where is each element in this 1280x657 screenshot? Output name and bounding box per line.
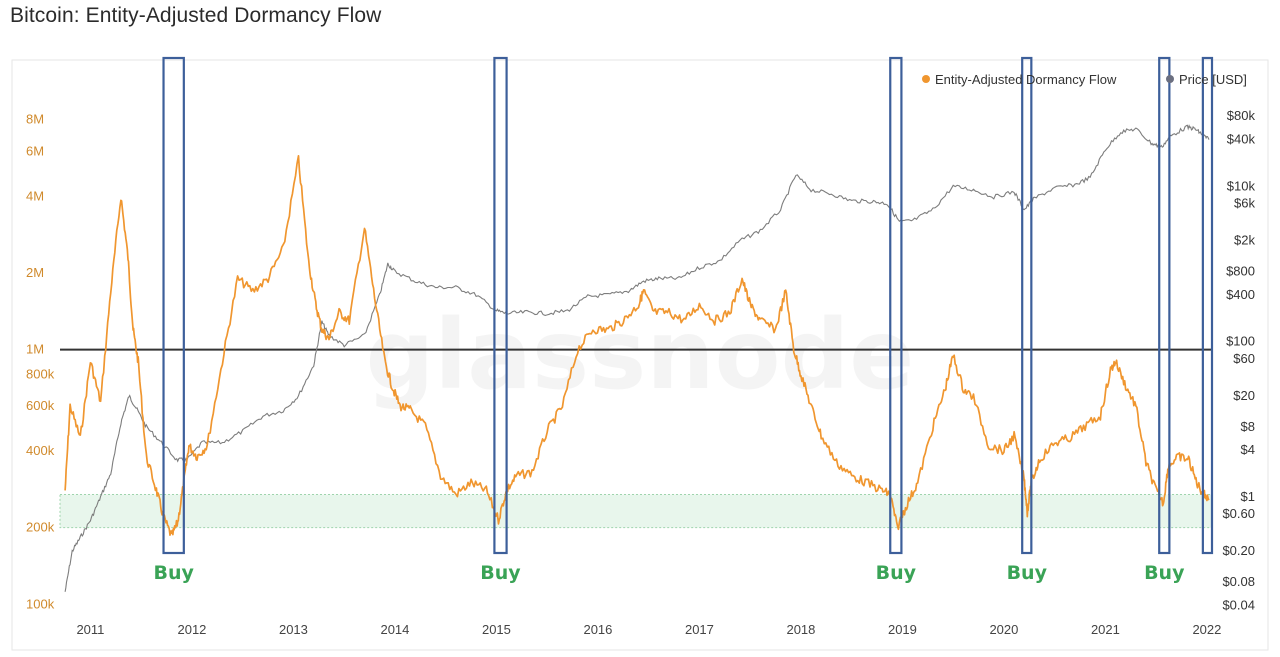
- x-tick-label: 2012: [177, 622, 206, 637]
- page-title: Bitcoin: Entity-Adjusted Dormancy Flow: [10, 4, 382, 27]
- right-tick-label: $6k: [1234, 196, 1255, 211]
- left-tick-label: 600k: [26, 398, 55, 413]
- x-axis: 2011 2012 2013 2014 2015 2016 2017 2018 2019 2020…: [76, 622, 1221, 637]
- legend-marker: [1166, 75, 1174, 83]
- left-tick-label: 2M: [26, 265, 44, 280]
- right-tick-label: $20: [1233, 388, 1255, 403]
- x-tick-label: 2022: [1192, 622, 1221, 637]
- x-tick-label: 2014: [380, 622, 409, 637]
- buy-window-box: [493, 56, 508, 555]
- right-tick-label: $0.04: [1222, 597, 1255, 612]
- buy-label: Buy: [1007, 562, 1048, 584]
- x-tick-label: 2020: [989, 622, 1018, 637]
- right-tick-label: $100: [1226, 334, 1255, 349]
- buy-label: Buy: [153, 562, 194, 584]
- right-tick-label: $400: [1226, 287, 1255, 302]
- x-tick-label: 2021: [1091, 622, 1120, 637]
- left-tick-label: 200k: [26, 520, 55, 535]
- x-tick-label: 2017: [685, 622, 714, 637]
- left-tick-label: 6M: [26, 143, 44, 158]
- right-tick-label: $0.08: [1222, 574, 1255, 589]
- right-tick-label: $0.60: [1222, 506, 1255, 521]
- right-tick-label: $10k: [1227, 178, 1256, 193]
- right-tick-label: $40k: [1227, 132, 1256, 147]
- right-tick-label: $4: [1241, 442, 1255, 457]
- x-tick-label: 2019: [888, 622, 917, 637]
- x-tick-label: 2015: [482, 622, 511, 637]
- x-tick-label: 2016: [583, 622, 612, 637]
- buy-window-box: [1158, 56, 1171, 555]
- right-tick-label: $2k: [1234, 233, 1255, 248]
- buy-window-box: [162, 56, 185, 555]
- buy-label: Buy: [876, 562, 917, 584]
- left-axis: 100k 200k 400k 600k 800k 1M 2M 4M 6M 8M: [26, 112, 55, 612]
- right-tick-label: $1: [1241, 489, 1255, 504]
- buy-label: Buy: [1144, 562, 1185, 584]
- legend-marker: [922, 75, 930, 83]
- left-tick-label: 4M: [26, 188, 44, 203]
- legend-label[interactable]: Price [USD]: [1179, 72, 1247, 87]
- buy-window-box: [1201, 56, 1214, 555]
- dormancy-flow-line: [64, 154, 1210, 536]
- right-tick-label: $60: [1233, 351, 1255, 366]
- left-tick-label: 8M: [26, 112, 44, 127]
- buy-window-layer: Buy Buy Buy Buy Buy: [153, 56, 1214, 584]
- right-tick-label: $8: [1241, 419, 1255, 434]
- watermark: glassnode: [366, 299, 915, 411]
- legend-label[interactable]: Entity-Adjusted Dormancy Flow: [935, 72, 1117, 87]
- left-tick-label: 800k: [26, 366, 55, 381]
- left-tick-label: 1M: [26, 342, 44, 357]
- x-tick-label: 2018: [786, 622, 815, 637]
- right-axis: $0.04 $0.08 $0.20 $0.60 $1 $4 $8 $20 $60 $100 $400…: [1222, 108, 1255, 612]
- right-tick-label: $80k: [1227, 108, 1256, 123]
- x-tick-label: 2011: [76, 622, 104, 637]
- legend: Entity-Adjusted Dormancy Flow Price [USD]: [922, 72, 1247, 87]
- dormancy-series-layer: [64, 154, 1210, 536]
- buy-window-box: [1021, 56, 1033, 555]
- buy-window-box: [889, 56, 903, 555]
- buy-zone-band: [59, 493, 1213, 529]
- price-line: [64, 124, 1210, 592]
- buy-label: Buy: [480, 562, 521, 584]
- price-series-layer: [64, 124, 1210, 592]
- left-tick-label: 100k: [26, 596, 55, 611]
- left-tick-label: 400k: [26, 443, 55, 458]
- buy-zone-layer: [59, 493, 1213, 529]
- right-tick-label: $800: [1226, 264, 1255, 279]
- chart-panel: [11, 59, 1269, 651]
- right-tick-label: $0.20: [1222, 543, 1255, 558]
- x-tick-label: 2013: [279, 622, 308, 637]
